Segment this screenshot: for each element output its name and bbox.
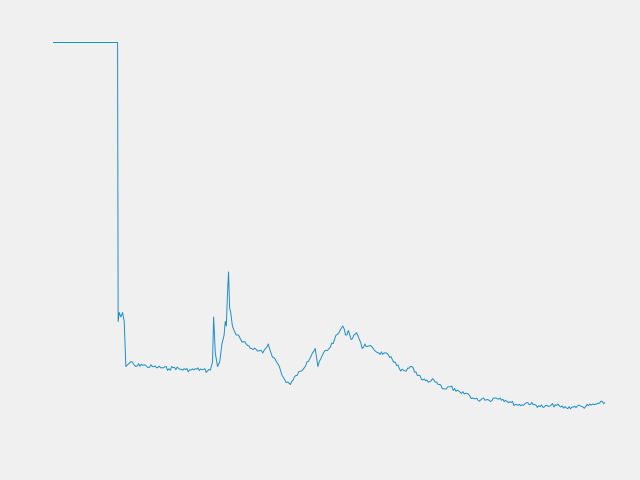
series-group [53,42,606,410]
series-line-0 [53,42,606,410]
